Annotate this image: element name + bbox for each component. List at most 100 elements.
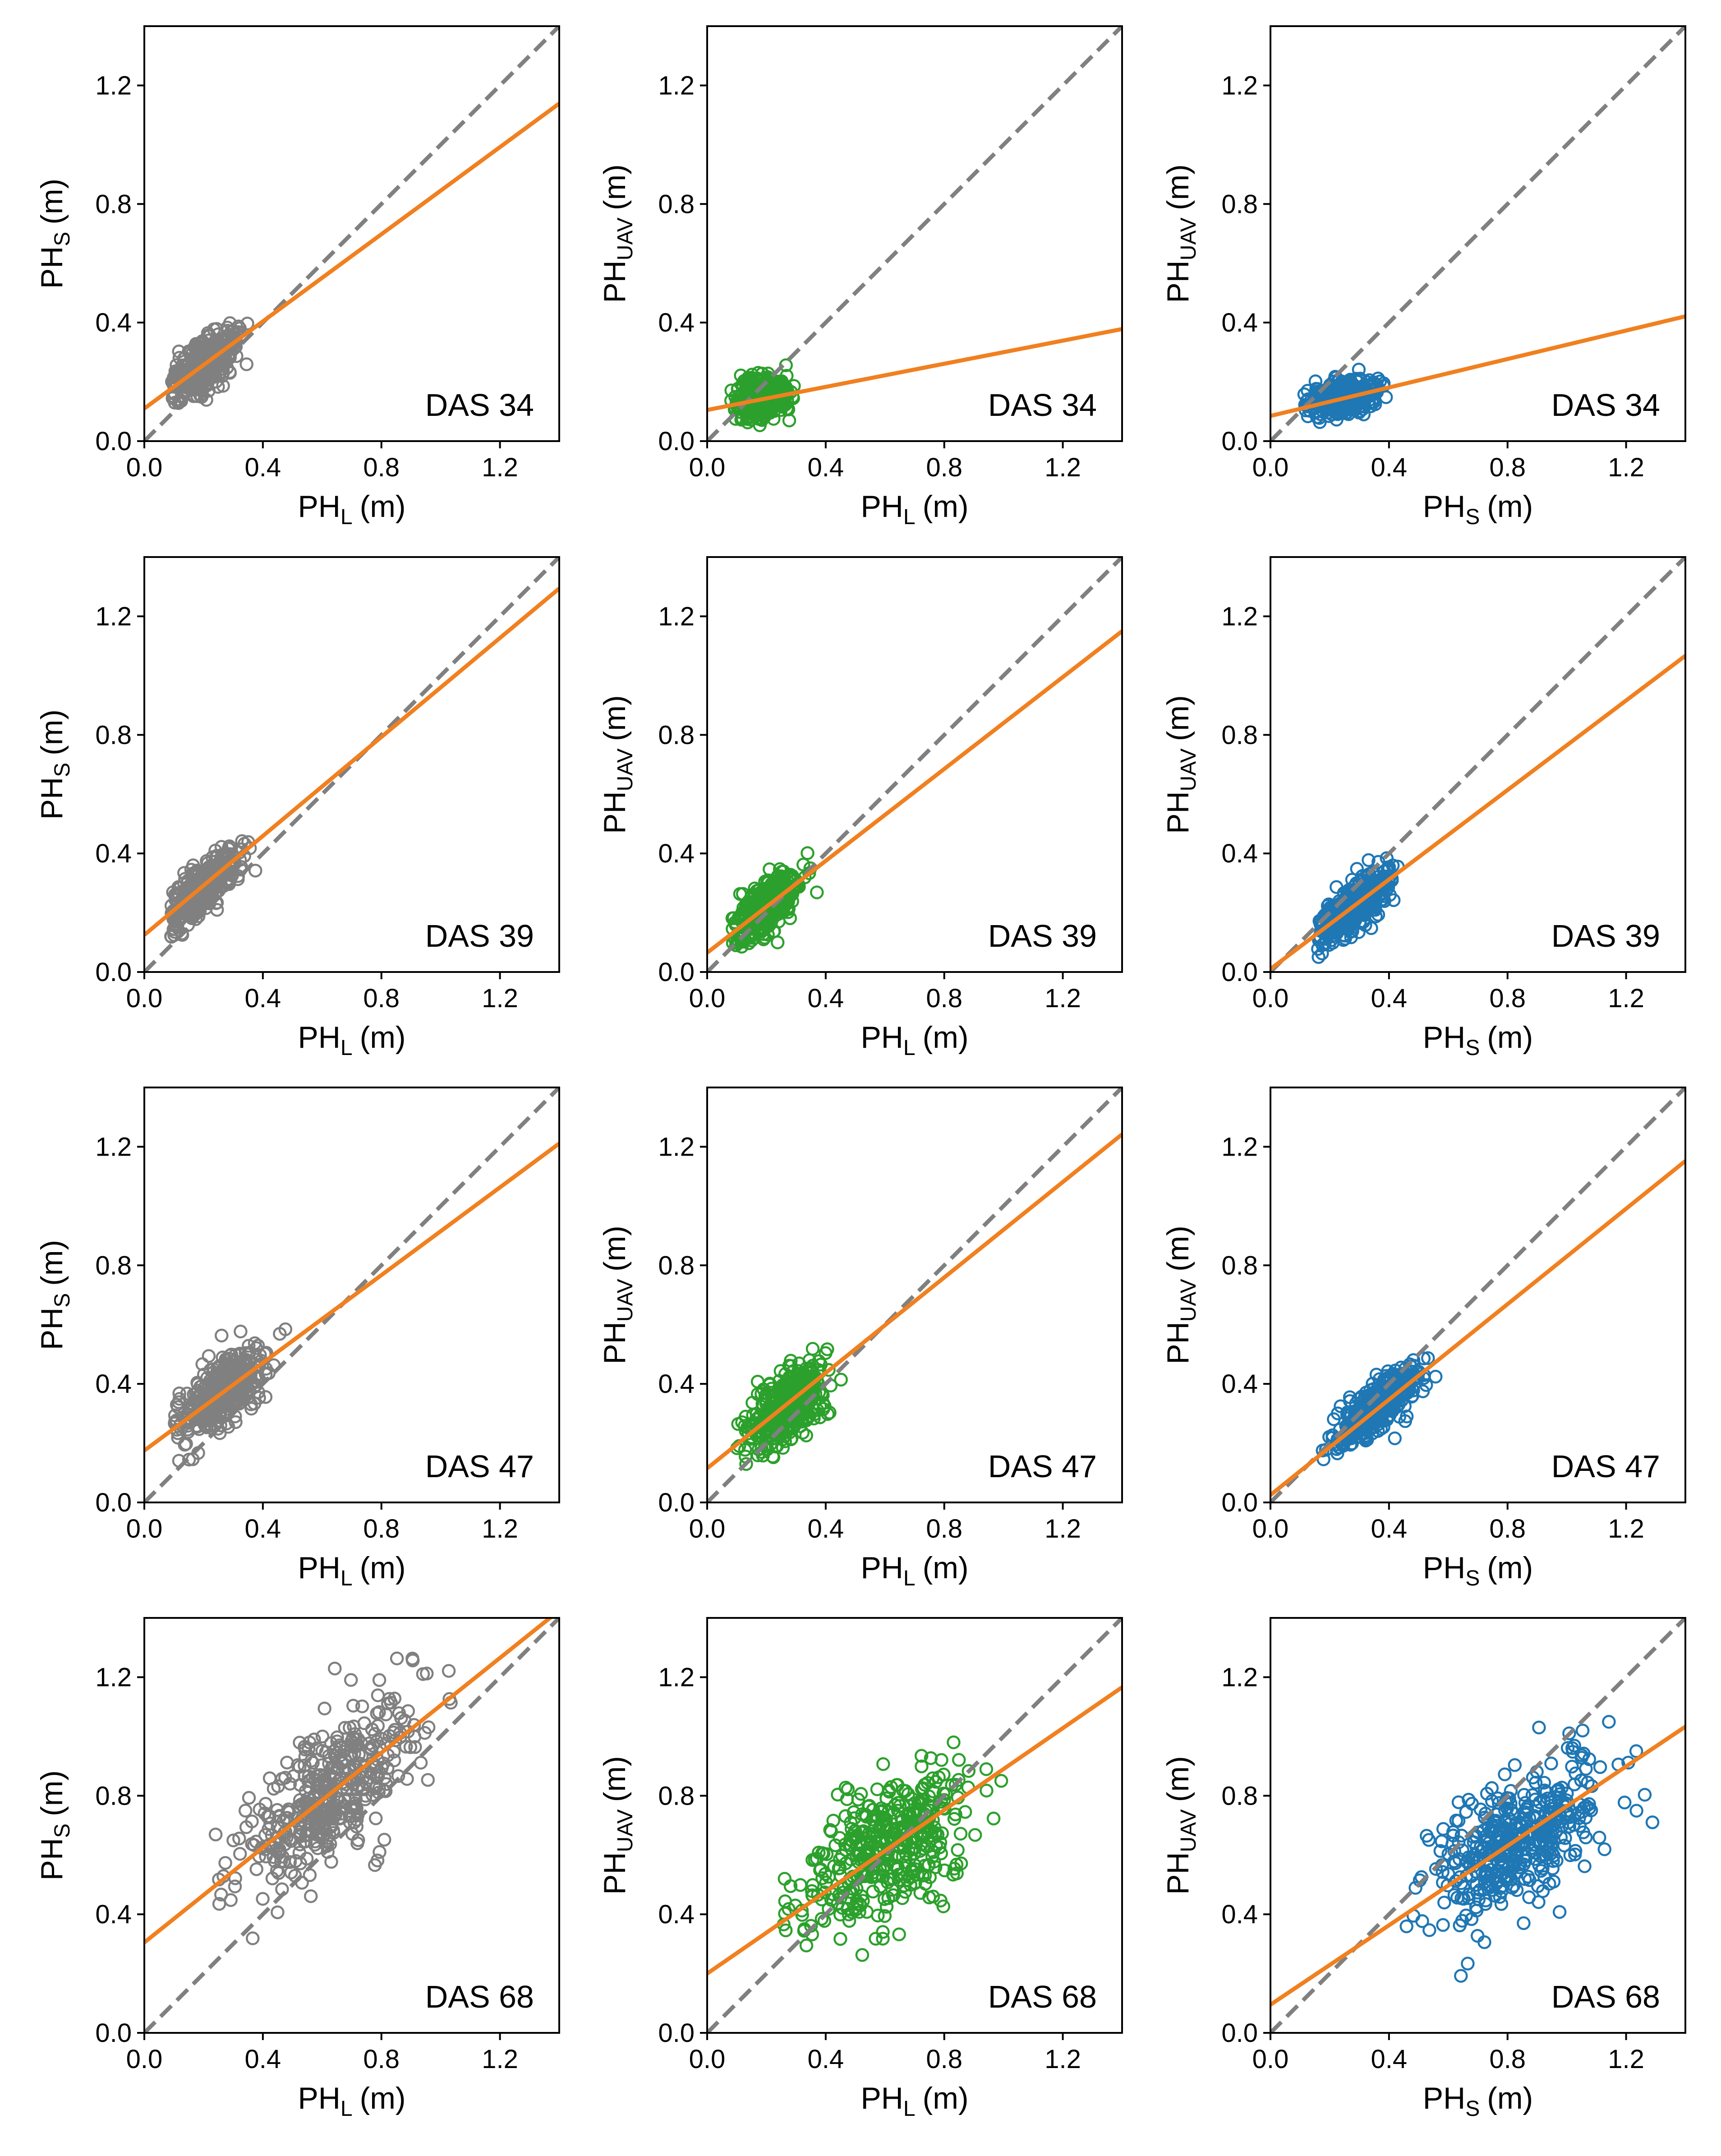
data-point [328,1661,342,1676]
identity-line [1270,1087,1685,1502]
y-axis-label-subscript: UAV [613,748,637,791]
data-point [913,1844,927,1858]
data-point [213,1400,227,1415]
data-point [1369,909,1383,923]
data-point [937,1863,952,1878]
y-tick-label: 0.0 [658,1488,695,1517]
y-tick-label: 0.4 [95,308,132,337]
data-point [292,1846,307,1860]
y-axis-label-unit: (m) [35,1770,69,1816]
data-point [815,1871,829,1885]
data-point [1581,1775,1595,1790]
y-tick-label: 0.4 [95,1369,132,1399]
data-point [249,1862,263,1876]
x-axis-label-subscript: L [903,2097,916,2121]
x-axis-label-subscript: S [1465,1566,1480,1590]
identity-line [707,557,1122,972]
data-point [271,1905,285,1919]
x-tick-label: 0.4 [808,1514,844,1543]
data-point [851,1829,865,1844]
data-point [1362,867,1376,881]
data-point [238,1804,253,1818]
axes-frame [1270,1087,1686,1503]
data-point [914,1792,929,1807]
x-tick-label: 0.0 [1252,453,1289,482]
scatter-points [1297,363,1393,429]
x-axis-label-unit: (m) [360,489,406,524]
data-point [251,1339,265,1353]
data-point [199,393,213,407]
data-point [917,1806,931,1821]
data-point [201,326,215,340]
das-annotation: DAS 34 [425,387,534,423]
data-point [844,1838,858,1852]
data-point [876,1757,890,1771]
data-point [799,1939,814,1953]
data-point [228,1871,242,1885]
y-tick-label: 0.0 [1221,958,1258,987]
data-point [331,1760,345,1774]
data-point [968,1828,982,1842]
regression-line [1270,314,1685,418]
data-point [214,1888,228,1902]
y-tick-label: 0.4 [658,308,695,337]
data-point [1362,853,1376,867]
y-axis-label-unit: (m) [598,695,632,741]
y-axis-label-unit: (m) [35,709,69,756]
x-tick-label: 1.2 [1045,984,1081,1013]
data-point [1333,910,1347,925]
y-axis-label-base: PH [1161,1322,1195,1364]
data-point [323,1818,338,1833]
data-point [368,1858,382,1872]
data-point [293,1760,307,1774]
y-tick-label: 1.2 [1221,71,1258,100]
data-point [1311,950,1325,964]
data-point [1330,880,1344,894]
x-axis-label: PHL (m) [298,1551,405,1590]
identity-line [144,557,559,972]
y-axis-label-unit: (m) [35,1240,69,1286]
x-axis-label-base: PH [298,2081,340,2115]
data-point [805,1342,820,1356]
y-axis-label-subscript: UAV [613,1809,637,1852]
y-axis-label-base: PH [1161,260,1195,303]
data-point [232,1831,246,1846]
x-tick-label: 0.8 [363,1514,400,1543]
x-axis-label-unit: (m) [360,1551,406,1585]
data-point [330,1734,344,1748]
y-axis-label-unit: (m) [598,1225,632,1271]
plot-area [707,26,1122,441]
scatter-points [1311,851,1405,964]
identity-line [144,1087,559,1502]
x-tick-label: 0.8 [1489,1514,1526,1543]
data-point [1638,1787,1652,1802]
data-point [1325,936,1340,950]
data-point [346,1699,360,1713]
data-point [739,1457,753,1471]
data-point [175,910,189,924]
y-tick-label: 1.2 [95,1132,132,1161]
data-point [1629,1744,1643,1758]
data-point [784,1354,798,1368]
data-point [310,1741,324,1755]
x-axis-label-subscript: L [903,1566,916,1590]
data-point [902,1806,916,1820]
x-tick-label: 0.0 [126,2045,163,2074]
x-axis-label-unit: (m) [923,1020,969,1055]
data-point [303,1774,317,1788]
data-point [344,1673,358,1687]
data-point [192,1422,206,1436]
y-tick-label: 0.0 [658,2018,695,2048]
x-tick-label: 0.4 [245,1514,281,1543]
x-axis-label: PHL (m) [298,1020,405,1060]
data-point [932,1770,946,1784]
data-point [782,1380,796,1395]
data-point [962,1764,976,1778]
identity-line [144,1618,559,2033]
y-tick-label: 1.2 [95,602,132,631]
data-point [248,863,262,878]
data-point [401,1724,415,1739]
x-axis-label: PHS (m) [1423,489,1533,529]
regression-line [707,1686,1122,1976]
